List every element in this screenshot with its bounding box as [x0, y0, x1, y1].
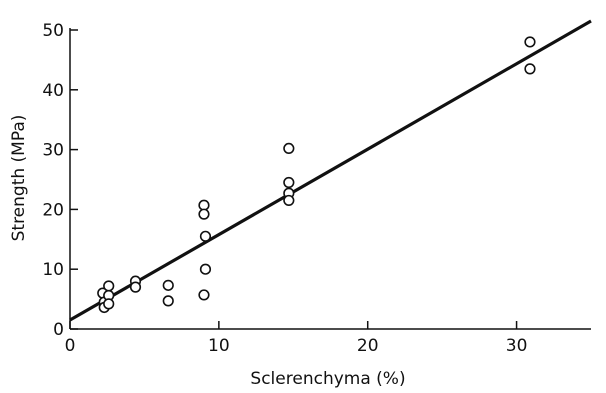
fit-line-group: [69, 19, 592, 322]
data-point: [129, 281, 142, 293]
data-point: [283, 142, 295, 155]
y-tick-label: 10: [42, 260, 64, 280]
y-tick-label: 50: [42, 21, 64, 41]
y-axis-title: Strength (MPa): [9, 115, 29, 242]
x-tick-label: 10: [208, 336, 230, 356]
data-point: [524, 63, 536, 75]
data-point: [283, 194, 295, 207]
data-point: [198, 289, 210, 301]
y-tick-label: 40: [42, 81, 64, 101]
data-point: [162, 295, 174, 307]
x-tick-label: 0: [65, 336, 76, 356]
data-point: [198, 208, 210, 220]
data-point: [199, 230, 212, 242]
tick-labels: 0 10 20 30 0 10 20 30 40 50: [42, 21, 527, 356]
data-point: [103, 298, 115, 310]
data-point: [162, 279, 174, 291]
data-point: [524, 36, 536, 48]
x-axis-title: Sclerenchyma (%): [250, 369, 405, 389]
regression-line: [69, 19, 592, 322]
data-points: [97, 36, 536, 314]
data-point: [283, 176, 295, 189]
x-tick-label: 20: [357, 336, 379, 356]
x-tick-label: 30: [506, 336, 528, 356]
data-point: [198, 199, 210, 211]
y-tick-label: 20: [42, 200, 64, 220]
axes: [69, 28, 591, 330]
data-point: [103, 280, 115, 292]
data-point: [199, 263, 212, 275]
y-tick-label: 0: [53, 320, 64, 340]
y-tick-label: 30: [42, 141, 64, 161]
